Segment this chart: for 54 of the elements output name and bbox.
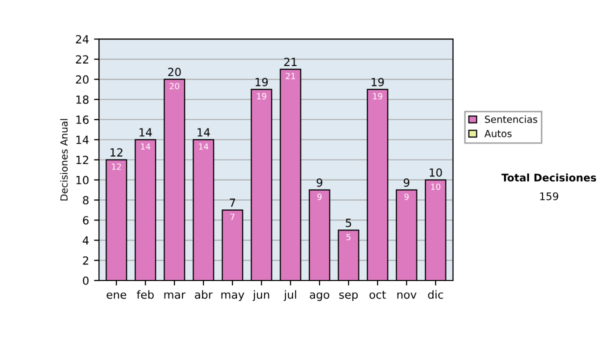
y-tick-label: 4 (82, 236, 89, 244)
data-label: 9 (317, 194, 322, 200)
y-axis-title: Decisiones Anual (60, 119, 68, 200)
total-label: 21 (284, 58, 297, 66)
text: Total Decisiones (501, 173, 596, 182)
data-label: 20 (170, 83, 180, 90)
total-label: 9 (316, 178, 322, 187)
data-label: 7 (230, 214, 234, 220)
y-tick-label: 0 (82, 276, 89, 285)
text: 159 (540, 192, 558, 200)
total-label: 20 (168, 68, 181, 76)
x-tick-label: ene (106, 292, 126, 299)
y-tick-label: 12 (76, 156, 88, 164)
total-label: 14 (198, 128, 210, 136)
y-tick-label: 20 (76, 75, 89, 84)
x-tick-label: jun (252, 290, 270, 301)
legend-label: Sentencias (485, 115, 538, 123)
data-label: 9 (404, 194, 409, 200)
total-label: 14 (140, 128, 152, 136)
total-label: 12 (110, 148, 122, 156)
data-label: 19 (257, 93, 266, 100)
data-label: 14 (141, 143, 150, 150)
x-tick-label: sep (339, 292, 358, 301)
y-tick-label: 10 (76, 176, 89, 184)
x-tick-label: nov (397, 292, 416, 299)
x-tick-label: may (221, 292, 244, 301)
y-tick-label: 24 (76, 35, 89, 44)
data-label: 19 (373, 93, 382, 100)
data-label: 5 (346, 234, 350, 240)
x-tick-label: jul (284, 290, 296, 301)
x-tick-label: feb (136, 290, 154, 299)
y-tick-label: 16 (76, 116, 89, 124)
total-label: 10 (430, 168, 442, 177)
x-tick-label: mar (164, 292, 186, 299)
legend-label: Autos (484, 130, 512, 138)
total-label: 9 (404, 178, 410, 187)
y-tick-label: 2 (83, 256, 88, 265)
x-tick-label: dic (428, 290, 444, 299)
total-label: 7 (230, 198, 236, 207)
x-tick-label: ago (310, 292, 330, 301)
y-tick-label: 6 (82, 216, 89, 225)
y-tick-label: 18 (76, 95, 89, 104)
total-label: 5 (346, 218, 352, 228)
y-tick-label: 8 (82, 196, 89, 204)
y-tick-label: 14 (76, 136, 89, 144)
total-label: 19 (372, 78, 384, 86)
x-tick-label: abr (194, 290, 213, 299)
data-label: 21 (286, 72, 296, 80)
total-label: 19 (256, 78, 268, 86)
data-label: 10 (431, 184, 440, 190)
x-tick-label: oct (370, 290, 386, 299)
data-label: 14 (199, 143, 208, 150)
y-tick-label: 22 (76, 55, 88, 64)
data-label: 12 (112, 163, 121, 170)
